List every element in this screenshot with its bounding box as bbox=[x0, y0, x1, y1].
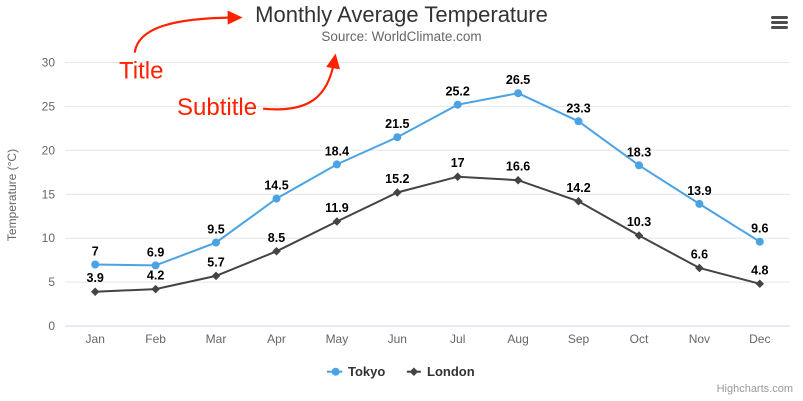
svg-text:5: 5 bbox=[48, 275, 55, 289]
svg-text:14.5: 14.5 bbox=[264, 179, 288, 193]
svg-text:26.5: 26.5 bbox=[506, 73, 530, 87]
svg-text:6.9: 6.9 bbox=[147, 245, 164, 259]
svg-text:Sep: Sep bbox=[568, 332, 590, 346]
svg-text:Jan: Jan bbox=[86, 332, 105, 346]
svg-text:Title: Title bbox=[119, 58, 163, 85]
svg-text:20: 20 bbox=[42, 143, 56, 157]
svg-text:Tokyo: Tokyo bbox=[348, 364, 385, 379]
svg-text:3.9: 3.9 bbox=[87, 271, 104, 285]
svg-text:Jun: Jun bbox=[388, 332, 407, 346]
svg-text:Apr: Apr bbox=[267, 332, 286, 346]
svg-text:25.2: 25.2 bbox=[446, 85, 470, 99]
svg-text:Mar: Mar bbox=[206, 332, 227, 346]
svg-text:Oct: Oct bbox=[630, 332, 649, 346]
svg-text:10: 10 bbox=[42, 231, 56, 245]
svg-text:25: 25 bbox=[42, 99, 56, 113]
svg-text:15: 15 bbox=[42, 187, 56, 201]
svg-text:Jul: Jul bbox=[450, 332, 465, 346]
svg-text:May: May bbox=[326, 332, 349, 346]
svg-text:15.2: 15.2 bbox=[385, 172, 409, 186]
svg-text:0: 0 bbox=[48, 319, 55, 333]
svg-text:5.7: 5.7 bbox=[207, 255, 224, 269]
svg-text:18.4: 18.4 bbox=[325, 144, 349, 158]
svg-text:London: London bbox=[427, 364, 475, 379]
svg-text:6.6: 6.6 bbox=[691, 248, 708, 262]
svg-text:9.6: 9.6 bbox=[751, 222, 768, 236]
svg-text:11.9: 11.9 bbox=[325, 201, 349, 215]
svg-text:14.2: 14.2 bbox=[566, 181, 590, 195]
svg-text:30: 30 bbox=[42, 56, 56, 70]
svg-text:10.3: 10.3 bbox=[627, 215, 651, 229]
svg-text:Subtitle: Subtitle bbox=[177, 94, 257, 121]
svg-text:18.3: 18.3 bbox=[627, 145, 651, 159]
svg-text:21.5: 21.5 bbox=[385, 117, 409, 131]
svg-text:Dec: Dec bbox=[749, 332, 770, 346]
svg-text:8.5: 8.5 bbox=[268, 231, 285, 245]
svg-text:9.5: 9.5 bbox=[207, 223, 224, 237]
svg-text:16.6: 16.6 bbox=[506, 160, 530, 174]
svg-text:7: 7 bbox=[92, 245, 99, 259]
svg-text:4.2: 4.2 bbox=[147, 269, 164, 283]
svg-text:Feb: Feb bbox=[145, 332, 166, 346]
svg-text:13.9: 13.9 bbox=[687, 184, 711, 198]
svg-text:Temperature (°C): Temperature (°C) bbox=[5, 149, 19, 241]
svg-text:17: 17 bbox=[451, 156, 465, 170]
svg-text:Aug: Aug bbox=[507, 332, 528, 346]
svg-text:23.3: 23.3 bbox=[566, 101, 590, 115]
svg-text:4.8: 4.8 bbox=[751, 263, 768, 277]
svg-text:Nov: Nov bbox=[689, 332, 710, 346]
